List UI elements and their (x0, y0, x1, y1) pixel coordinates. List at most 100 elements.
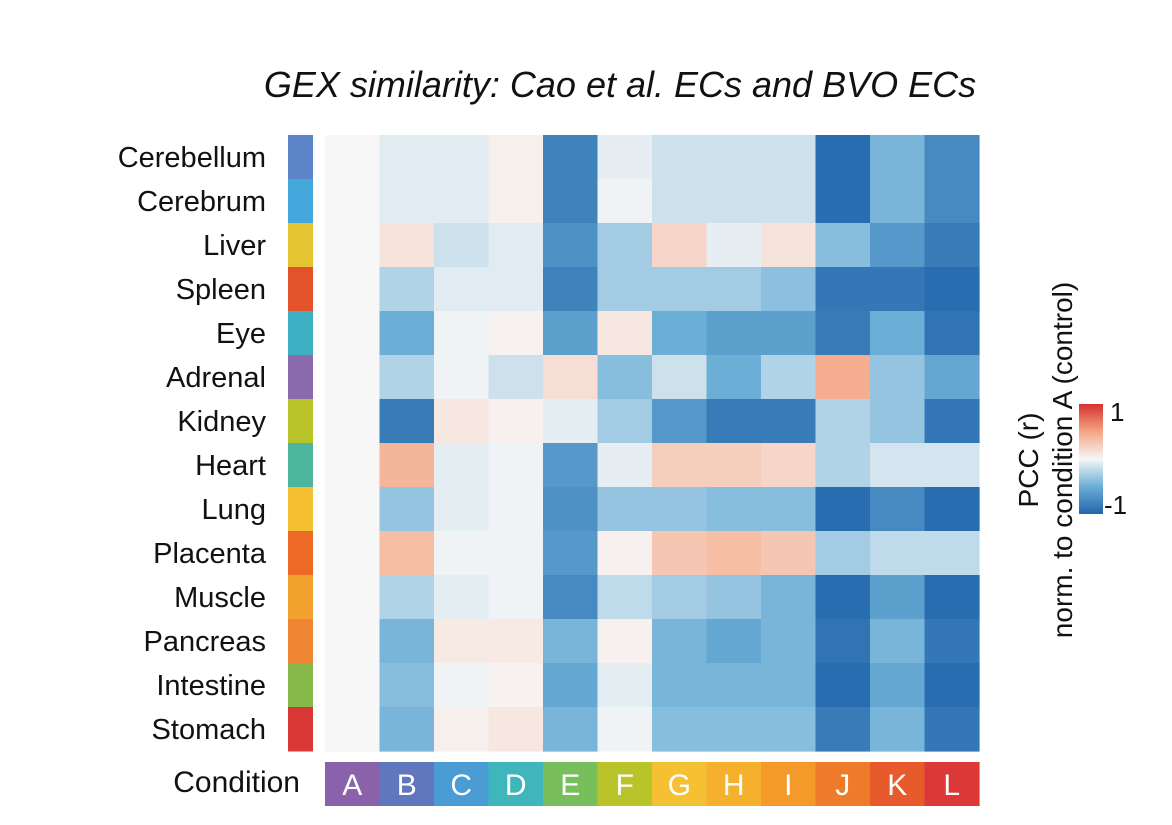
row-color-pancreas (288, 619, 313, 664)
cell-muscle-c (434, 575, 490, 620)
row-label-muscle: Muscle (174, 582, 266, 614)
cell-placenta-j (815, 531, 871, 576)
cell-cerebrum-h (706, 179, 762, 224)
cell-kidney-c (434, 399, 490, 444)
cell-spleen-d (488, 267, 544, 312)
cell-intestine-d (488, 663, 544, 708)
cell-eye-i (761, 311, 817, 356)
cell-cerebellum-j (815, 135, 871, 180)
cell-heart-k (870, 443, 926, 488)
condition-label-f: F (616, 769, 634, 802)
cell-placenta-e (543, 531, 599, 576)
condition-color-l (924, 762, 980, 806)
cell-eye-e (543, 311, 599, 356)
cell-intestine-e (543, 663, 599, 708)
cell-lung-f (597, 487, 653, 532)
cell-liver-h (706, 223, 762, 268)
cell-kidney-a (325, 399, 381, 444)
cell-muscle-k (870, 575, 926, 620)
cell-placenta-h (706, 531, 762, 576)
colorbar-label-pcc-text: PCC (r) (1013, 413, 1044, 508)
cell-pancreas-g (652, 619, 708, 664)
condition-label-j: J (835, 769, 850, 802)
cell-cerebrum-i (761, 179, 817, 224)
row-label-pancreas: Pancreas (143, 626, 266, 658)
cell-adrenal-e (543, 355, 599, 400)
cell-cerebrum-l (924, 179, 980, 224)
cell-liver-j (815, 223, 871, 268)
cell-pancreas-c (434, 619, 490, 664)
condition-label-h: H (723, 769, 745, 802)
cell-pancreas-d (488, 619, 544, 664)
cell-cerebellum-e (543, 135, 599, 180)
cell-adrenal-b (379, 355, 435, 400)
row-color-cerebellum (288, 135, 313, 180)
cell-eye-d (488, 311, 544, 356)
cell-pancreas-j (815, 619, 871, 664)
cell-spleen-f (597, 267, 653, 312)
cell-muscle-f (597, 575, 653, 620)
cell-pancreas-i (761, 619, 817, 664)
condition-label-i: I (784, 769, 792, 802)
condition-label-g: G (668, 769, 691, 802)
cell-cerebellum-a (325, 135, 381, 180)
cell-adrenal-f (597, 355, 653, 400)
row-color-spleen (288, 267, 313, 312)
cell-heart-c (434, 443, 490, 488)
row-label-intestine: Intestine (156, 670, 266, 702)
cell-intestine-i (761, 663, 817, 708)
cell-pancreas-b (379, 619, 435, 664)
cell-kidney-d (488, 399, 544, 444)
row-color-stomach (288, 707, 313, 752)
condition-color-f (597, 762, 653, 806)
cell-liver-i (761, 223, 817, 268)
cell-spleen-a (325, 267, 381, 312)
cell-pancreas-f (597, 619, 653, 664)
cell-stomach-c (434, 707, 490, 752)
cell-cerebrum-k (870, 179, 926, 224)
colorbar-label-norm: norm. to condition A (control) (1047, 282, 1078, 638)
cell-lung-d (488, 487, 544, 532)
cell-eye-c (434, 311, 490, 356)
cell-muscle-h (706, 575, 762, 620)
cell-cerebellum-c (434, 135, 490, 180)
condition-label-d: D (505, 769, 527, 802)
cell-placenta-b (379, 531, 435, 576)
cell-kidney-e (543, 399, 599, 444)
cell-lung-c (434, 487, 490, 532)
cell-lung-k (870, 487, 926, 532)
cell-intestine-k (870, 663, 926, 708)
cell-kidney-l (924, 399, 980, 444)
condition-label-k: K (887, 769, 907, 802)
heatmap-cells (325, 135, 980, 752)
cell-spleen-h (706, 267, 762, 312)
cell-muscle-l (924, 575, 980, 620)
row-color-liver (288, 223, 313, 268)
cell-spleen-c (434, 267, 490, 312)
cell-intestine-g (652, 663, 708, 708)
cell-cerebrum-b (379, 179, 435, 224)
cell-heart-g (652, 443, 708, 488)
cell-adrenal-j (815, 355, 871, 400)
row-label-kidney: Kidney (177, 406, 266, 438)
cell-placenta-a (325, 531, 381, 576)
condition-color-a (325, 762, 381, 806)
colorbar: PCC (r) norm. to condition A (control) 1… (1013, 282, 1127, 638)
condition-label-e: E (560, 769, 580, 802)
cell-spleen-b (379, 267, 435, 312)
cell-stomach-i (761, 707, 817, 752)
row-color-cerebrum (288, 179, 313, 224)
condition-label-b: B (397, 769, 417, 802)
cell-eye-h (706, 311, 762, 356)
row-label-placenta: Placenta (153, 538, 267, 570)
cell-heart-a (325, 443, 381, 488)
cell-kidney-g (652, 399, 708, 444)
cell-placenta-c (434, 531, 490, 576)
row-color-heart (288, 443, 313, 488)
cell-pancreas-l (924, 619, 980, 664)
row-label-liver: Liver (203, 230, 266, 262)
cell-spleen-k (870, 267, 926, 312)
row-label-eye: Eye (216, 318, 266, 350)
row-label-cerebrum: Cerebrum (137, 186, 266, 218)
colorbar-gradient (1079, 404, 1103, 514)
